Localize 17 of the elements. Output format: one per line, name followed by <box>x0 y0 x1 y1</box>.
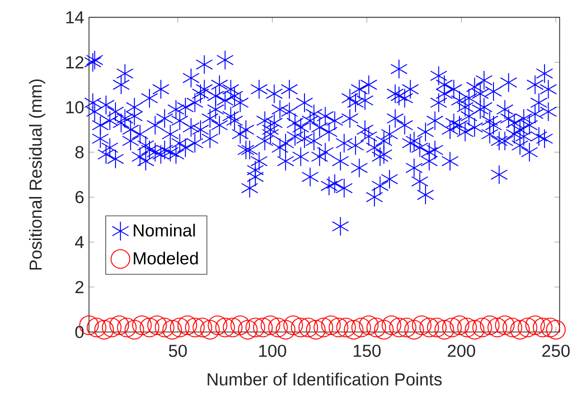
y-tick-label: 8 <box>75 146 84 158</box>
y-axis-title: Positional Residual (mm) <box>29 79 46 270</box>
x-tick-label: 200 <box>448 344 476 357</box>
y-tick-label: 14 <box>66 11 84 24</box>
x-tick-label: 250 <box>542 344 570 357</box>
legend-label: Modeled <box>134 252 198 264</box>
x-tick-label: 100 <box>259 344 286 357</box>
x-tick-label: 50 <box>168 344 187 357</box>
y-tick-label: 4 <box>75 236 84 248</box>
y-tick-label: 12 <box>66 56 84 68</box>
y-tick-label: 0 <box>75 326 84 338</box>
y-tick-label: 2 <box>76 280 84 294</box>
x-axis-title: Number of Identification Points <box>208 372 442 386</box>
legend-label: Nominal <box>134 224 195 237</box>
y-tick-label: 6 <box>76 190 84 204</box>
y-tick-label: 10 <box>66 101 84 114</box>
x-tick-label: 150 <box>354 344 381 357</box>
